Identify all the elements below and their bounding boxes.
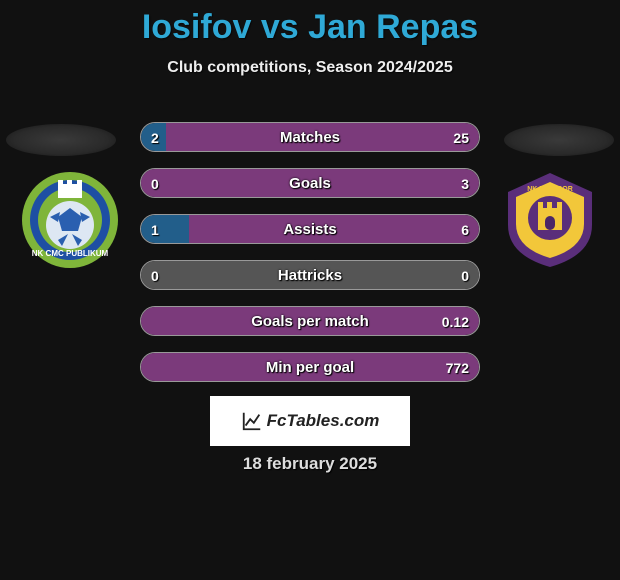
- date-text: 18 february 2025: [0, 454, 620, 474]
- stat-bar: 16Assists: [140, 214, 480, 244]
- stat-label: Assists: [141, 215, 479, 244]
- chart-icon: [241, 410, 263, 432]
- stat-bar: 00Hattricks: [140, 260, 480, 290]
- stat-label: Hattricks: [141, 261, 479, 290]
- stat-label: Goals per match: [141, 307, 479, 336]
- crest-left-text: NK CMC PUBLIKUM: [32, 249, 109, 258]
- stat-bar: 03Goals: [140, 168, 480, 198]
- stat-bar: 0.12Goals per match: [140, 306, 480, 336]
- publikum-crest-icon: NK CMC PUBLIKUM: [20, 170, 120, 270]
- maribor-crest-icon: NK MARIBOR: [500, 170, 600, 270]
- subtitle: Club competitions, Season 2024/2025: [0, 59, 620, 77]
- page-title: Iosifov vs Jan Repas: [0, 0, 620, 47]
- stat-label: Matches: [141, 123, 479, 152]
- branding-badge: FcTables.com: [210, 396, 410, 446]
- club-crest-left: NK CMC PUBLIKUM: [20, 170, 120, 270]
- stat-bar: 225Matches: [140, 122, 480, 152]
- stat-bar: 772Min per goal: [140, 352, 480, 382]
- crest-shadow-right: [504, 124, 614, 156]
- stat-label: Min per goal: [141, 353, 479, 382]
- stat-label: Goals: [141, 169, 479, 198]
- crest-right-text: NK MARIBOR: [527, 186, 573, 193]
- stats-bars: 225Matches 03Goals 16Assists 00Hattricks 0.1…: [140, 122, 480, 398]
- club-crest-right: NK MARIBOR: [500, 170, 600, 270]
- crest-shadow-left: [6, 124, 116, 156]
- branding-text: FcTables.com: [267, 411, 380, 431]
